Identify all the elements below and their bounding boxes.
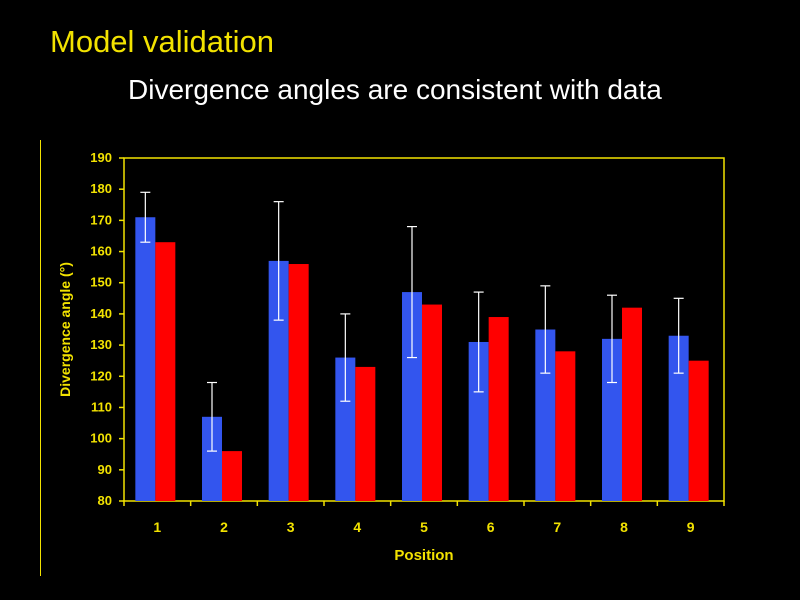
y-tick-label: 80 — [98, 493, 112, 508]
y-tick-label: 140 — [90, 306, 112, 321]
x-tick-label: 2 — [220, 519, 228, 535]
y-tick-label: 150 — [90, 275, 112, 290]
slide-title: Model validation — [50, 24, 275, 59]
bar-data — [268, 260, 289, 501]
y-tick-label: 160 — [90, 244, 112, 259]
bar-data — [335, 357, 356, 501]
bar-model — [355, 366, 376, 501]
x-tick-label: 5 — [420, 519, 428, 535]
x-tick-label: 1 — [153, 519, 161, 535]
bar-model — [222, 451, 242, 501]
bar-model — [622, 307, 642, 501]
x-axis: 1 2 3 4 5 6 7 8 9 — [123, 501, 725, 535]
bar-model — [488, 317, 509, 501]
bar-data — [535, 329, 556, 501]
x-tick-label: 7 — [553, 519, 561, 535]
bar-data — [468, 341, 489, 501]
bar-data — [402, 292, 422, 501]
x-tick-label: 4 — [353, 519, 361, 535]
left-divider — [40, 140, 41, 576]
y-axis: 80 90 100 110 120 130 140 150 160 170 180 190 — [90, 150, 124, 508]
y-tick-label: 110 — [91, 399, 112, 414]
x-tick-label: 3 — [287, 519, 295, 535]
bar-model — [688, 360, 709, 501]
slide-subtitle: Divergence angles are consistent with da… — [128, 74, 662, 105]
bar-data — [202, 416, 222, 501]
y-tick-label: 180 — [90, 181, 112, 196]
y-tick-label: 190 — [90, 150, 112, 165]
bar-data — [602, 338, 622, 501]
y-tick-label: 170 — [90, 212, 112, 227]
y-tick-label: 90 — [98, 462, 112, 477]
bar-model — [555, 351, 576, 501]
bar-model — [422, 304, 442, 501]
bar-data — [135, 217, 156, 501]
x-tick-label: 8 — [620, 519, 628, 535]
bar-model — [288, 264, 309, 501]
y-tick-label: 100 — [90, 431, 112, 446]
x-tick-label: 9 — [687, 519, 695, 535]
bar-series-group — [135, 191, 709, 501]
bar-data — [668, 335, 689, 501]
x-axis-label: Position — [394, 547, 453, 564]
y-axis-label: Divergence angle (°) — [57, 262, 73, 397]
y-tick-label: 130 — [90, 337, 112, 352]
y-tick-label: 120 — [90, 368, 112, 383]
x-tick-label: 6 — [487, 519, 495, 535]
bar-model — [155, 242, 176, 501]
